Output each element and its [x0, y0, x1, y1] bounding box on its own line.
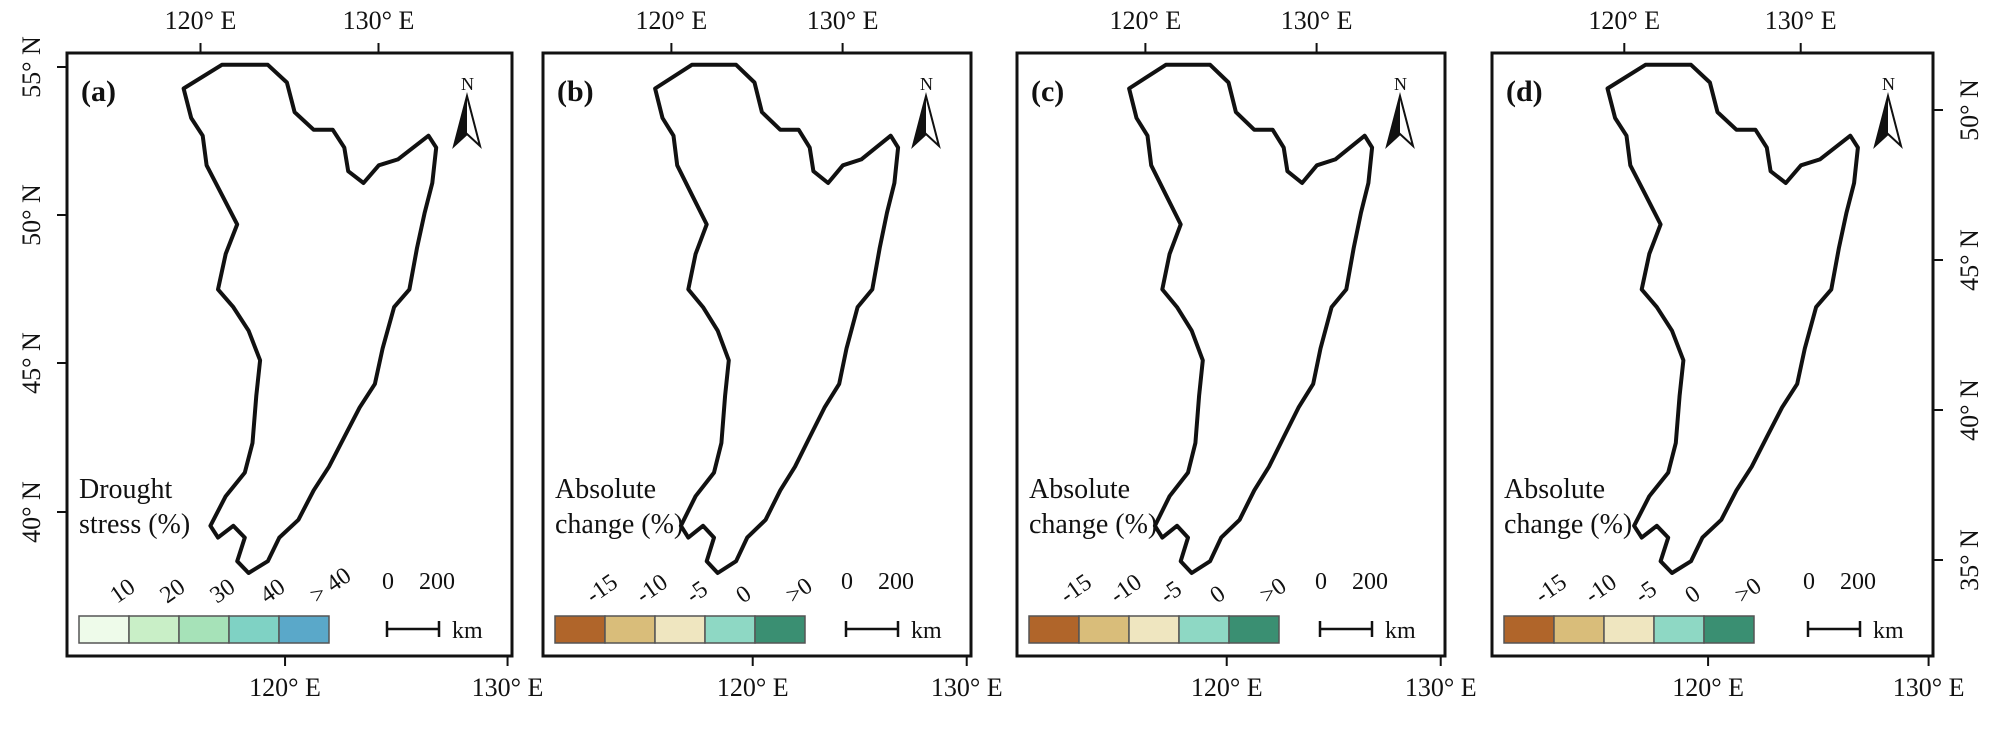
scale-zero-label: 0 — [382, 569, 394, 595]
scale-zero-label: 0 — [1315, 569, 1327, 595]
scale-unit-label: km — [1385, 618, 1416, 644]
left-latitude-label: 40° N — [17, 481, 46, 543]
right-latitude-label: 50° N — [1955, 79, 1984, 141]
region-outline — [653, 62, 901, 575]
legend-title-line1: Absolute — [555, 474, 656, 505]
legend-swatch — [228, 615, 280, 644]
legend-title-line2: stress (%) — [79, 509, 190, 540]
bottom-longitude-label: 120° E — [1672, 673, 1744, 702]
region-outline — [1127, 62, 1375, 575]
legend-swatch — [128, 615, 180, 644]
scale-zero-label: 0 — [1803, 569, 1815, 595]
north-label: N — [461, 74, 474, 94]
bottom-longitude-label: 120° E — [717, 673, 789, 702]
scale-bar — [385, 621, 441, 637]
legend-swatch — [1228, 615, 1280, 644]
panel-label: (b) — [557, 75, 594, 108]
top-longitude-label: 120° E — [1110, 6, 1182, 35]
legend-swatch — [554, 615, 606, 644]
legend-swatch — [178, 615, 230, 644]
bottom-longitude-label: 120° E — [1191, 673, 1263, 702]
legend-swatch — [1078, 615, 1130, 644]
top-longitude-label: 130° E — [1281, 6, 1353, 35]
top-longitude-label: 130° E — [343, 6, 415, 35]
bottom-longitude-label: 130° E — [1893, 673, 1965, 702]
legend-swatch — [1653, 615, 1705, 644]
north-label: N — [1394, 74, 1407, 94]
panel-label: (d) — [1506, 75, 1543, 108]
legend-swatch — [604, 615, 656, 644]
top-longitude-label: 120° E — [636, 6, 708, 35]
top-longitude-label: 130° E — [807, 6, 879, 35]
scale-unit-label: km — [452, 618, 483, 644]
scale-value-label: 200 — [419, 569, 455, 595]
legend-swatch — [78, 615, 130, 644]
legend-title-line2: change (%) — [1504, 509, 1632, 540]
north-label: N — [920, 74, 933, 94]
scale-unit-label: km — [1873, 618, 1904, 644]
legend-swatch — [1503, 615, 1555, 644]
top-longitude-label: 120° E — [165, 6, 237, 35]
legend-swatch — [278, 615, 330, 644]
scale-zero-label: 0 — [841, 569, 853, 595]
north-arrow-icon — [913, 96, 926, 146]
scale-bar — [844, 621, 900, 637]
legend-swatch — [1553, 615, 1605, 644]
legend-swatch — [1603, 615, 1655, 644]
top-longitude-label: 130° E — [1765, 6, 1837, 35]
legend-swatch — [654, 615, 706, 644]
scale-unit-label: km — [911, 618, 942, 644]
bottom-longitude-label: 130° E — [931, 673, 1003, 702]
left-latitude-label: 45° N — [17, 332, 46, 394]
legend-swatch — [1028, 615, 1080, 644]
north-arrow-icon — [1387, 96, 1400, 146]
north-arrow-icon — [454, 96, 467, 146]
region-outline — [181, 62, 439, 575]
left-latitude-label: 50° N — [17, 184, 46, 246]
legend-title-line2: change (%) — [555, 509, 683, 540]
scale-value-label: 200 — [1840, 569, 1876, 595]
bottom-longitude-label: 120° E — [249, 673, 321, 702]
scale-bar — [1806, 621, 1862, 637]
right-latitude-label: 45° N — [1955, 229, 1984, 291]
legend-swatch — [1703, 615, 1755, 644]
scale-value-label: 200 — [1352, 569, 1388, 595]
right-latitude-label: 35° N — [1955, 529, 1984, 591]
top-longitude-label: 120° E — [1588, 6, 1660, 35]
legend-title-line1: Absolute — [1029, 474, 1130, 505]
north-arrow-icon — [1875, 96, 1888, 146]
legend-swatch — [754, 615, 806, 644]
left-latitude-label: 55° N — [17, 36, 46, 98]
legend-swatch — [1178, 615, 1230, 644]
scale-bar — [1318, 621, 1374, 637]
legend-title-line1: Absolute — [1504, 474, 1605, 505]
right-latitude-label: 40° N — [1955, 379, 1984, 441]
bottom-longitude-label: 130° E — [472, 673, 544, 702]
legend-title-line1: Drought — [79, 474, 173, 505]
legend-title-line2: change (%) — [1029, 509, 1157, 540]
bottom-longitude-label: 130° E — [1405, 673, 1477, 702]
north-label: N — [1882, 74, 1895, 94]
panel-label: (c) — [1031, 75, 1064, 108]
region-outline — [1605, 62, 1860, 575]
legend-swatch — [1128, 615, 1180, 644]
scale-value-label: 200 — [878, 569, 914, 595]
panel-label: (a) — [81, 75, 116, 108]
legend-swatch — [704, 615, 756, 644]
